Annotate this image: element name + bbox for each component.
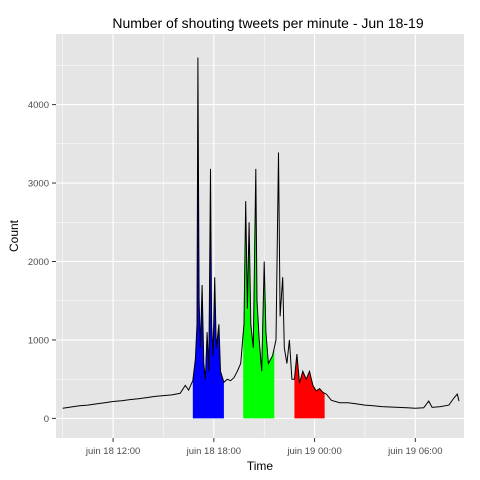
x-tick-label: juin 19 00:00 <box>286 446 341 457</box>
y-tick-label: 3000 <box>28 179 49 190</box>
y-axis: 0 1000 2000 3000 4000 <box>28 100 56 425</box>
x-axis-title: Time <box>247 459 274 473</box>
x-tick-label: juin 18 18:00 <box>186 446 241 457</box>
highlight-area-1 <box>192 57 224 419</box>
tweet-count-series <box>62 57 460 409</box>
y-tick-label: 4000 <box>28 100 49 111</box>
y-axis-title: Count <box>7 219 21 252</box>
x-tick-label: juin 19 06:00 <box>387 446 442 457</box>
y-tick-label: 2000 <box>28 257 49 268</box>
x-axis: juin 18 12:00 juin 18 18:00 juin 19 00:00 j… <box>85 438 443 457</box>
y-tick-label: 1000 <box>28 335 49 346</box>
highlight-area-2 <box>243 168 275 419</box>
chart-title: Number of shouting tweets per minute - J… <box>112 15 423 31</box>
y-tick-label: 0 <box>44 414 49 425</box>
highlight-area-3 <box>294 354 325 419</box>
series-line <box>62 57 460 409</box>
highlighted-intervals <box>192 57 325 419</box>
x-tick-label: juin 18 12:00 <box>85 446 140 457</box>
